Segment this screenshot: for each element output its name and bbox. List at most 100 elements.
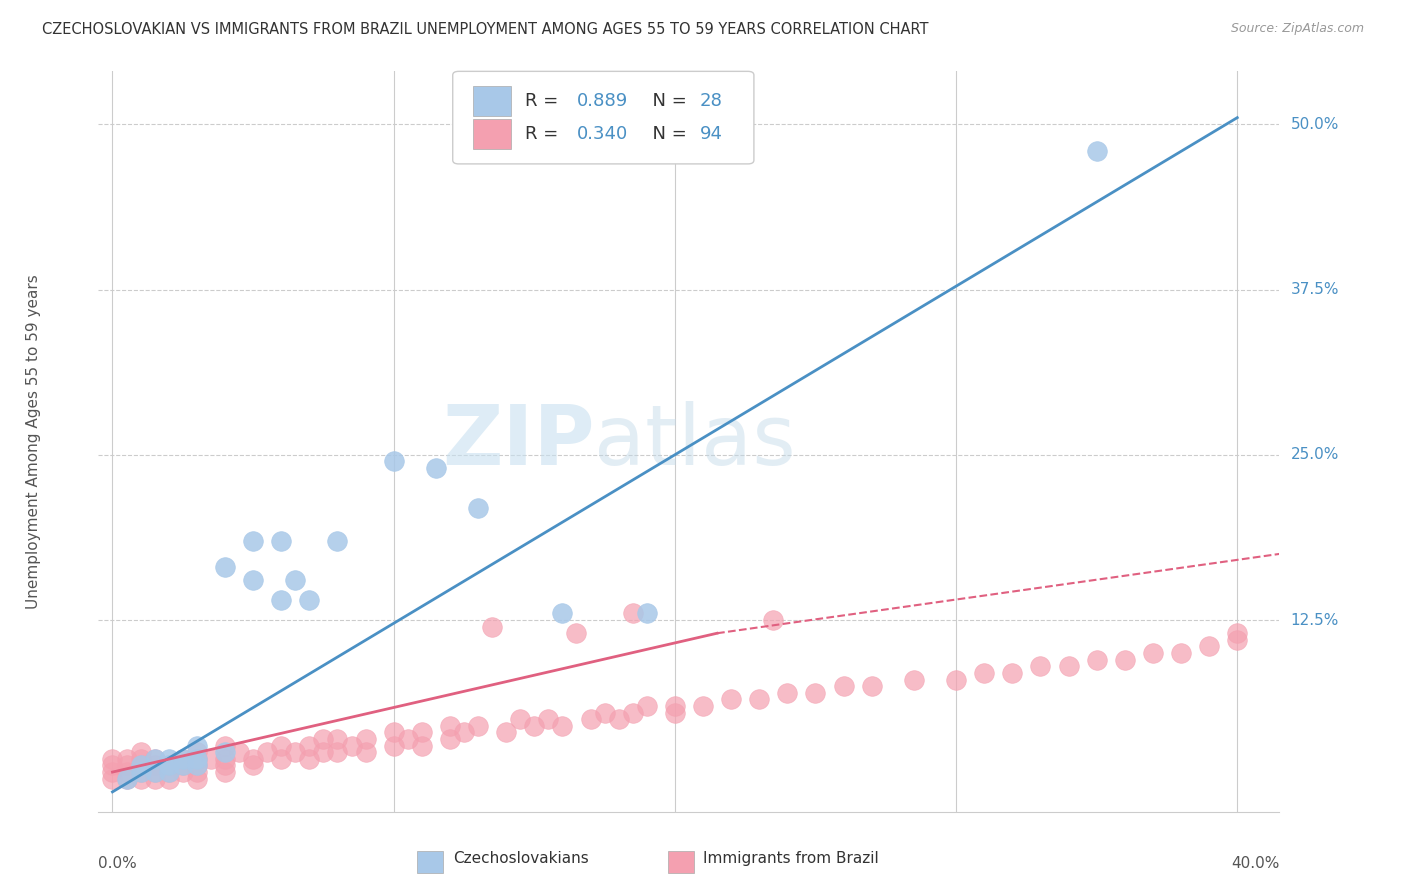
Point — [172, 765, 194, 780]
Text: Immigrants from Brazil: Immigrants from Brazil — [703, 851, 879, 866]
FancyBboxPatch shape — [472, 120, 510, 149]
Point — [804, 686, 827, 700]
Point — [214, 560, 236, 574]
Point — [860, 679, 883, 693]
Point — [565, 626, 588, 640]
FancyBboxPatch shape — [418, 851, 443, 873]
Point — [284, 745, 307, 759]
Point — [242, 752, 264, 766]
Point — [115, 772, 138, 786]
Point — [692, 698, 714, 713]
Point — [115, 772, 138, 786]
Point — [354, 745, 377, 759]
Point — [354, 731, 377, 746]
Text: 25.0%: 25.0% — [1291, 447, 1339, 462]
Point — [312, 745, 335, 759]
Point — [270, 752, 292, 766]
Point — [1057, 659, 1080, 673]
Point — [523, 719, 546, 733]
Point — [382, 725, 405, 739]
Point — [101, 752, 124, 766]
Point — [664, 706, 686, 720]
Point — [326, 745, 349, 759]
Text: 0.889: 0.889 — [576, 92, 628, 110]
Point — [636, 607, 658, 621]
Point — [1142, 646, 1164, 660]
Point — [537, 712, 560, 726]
Point — [186, 739, 208, 753]
Point — [143, 765, 166, 780]
Point — [298, 593, 321, 607]
Point — [214, 765, 236, 780]
Point — [551, 607, 574, 621]
Point — [157, 752, 180, 766]
Text: Czechoslovakians: Czechoslovakians — [453, 851, 589, 866]
Point — [411, 725, 433, 739]
Point — [143, 772, 166, 786]
Text: 40.0%: 40.0% — [1232, 856, 1279, 871]
Point — [186, 758, 208, 772]
Point — [129, 752, 152, 766]
Point — [157, 758, 180, 772]
Point — [115, 752, 138, 766]
Point — [776, 686, 799, 700]
Point — [1170, 646, 1192, 660]
Point — [186, 772, 208, 786]
Point — [1226, 626, 1249, 640]
Point — [115, 765, 138, 780]
Point — [1085, 653, 1108, 667]
Text: atlas: atlas — [595, 401, 796, 482]
Point — [101, 772, 124, 786]
Point — [129, 758, 152, 772]
Point — [903, 673, 925, 687]
Text: N =: N = — [641, 125, 692, 144]
Text: CZECHOSLOVAKIAN VS IMMIGRANTS FROM BRAZIL UNEMPLOYMENT AMONG AGES 55 TO 59 YEARS: CZECHOSLOVAKIAN VS IMMIGRANTS FROM BRAZI… — [42, 22, 929, 37]
Point — [453, 725, 475, 739]
Text: 37.5%: 37.5% — [1291, 282, 1339, 297]
Point — [551, 719, 574, 733]
Point — [270, 739, 292, 753]
Point — [607, 712, 630, 726]
Point — [425, 461, 447, 475]
Point — [1029, 659, 1052, 673]
Point — [284, 574, 307, 588]
Text: 0.340: 0.340 — [576, 125, 628, 144]
Text: 94: 94 — [700, 125, 723, 144]
Point — [467, 719, 489, 733]
Text: ZIP: ZIP — [441, 401, 595, 482]
Point — [439, 731, 461, 746]
Point — [214, 752, 236, 766]
Point — [101, 765, 124, 780]
Point — [242, 574, 264, 588]
Point — [1226, 632, 1249, 647]
FancyBboxPatch shape — [453, 71, 754, 164]
Point — [1001, 665, 1024, 680]
Point — [214, 745, 236, 759]
Text: N =: N = — [641, 92, 692, 110]
Point — [242, 533, 264, 548]
Point — [143, 765, 166, 780]
Point — [411, 739, 433, 753]
Text: Unemployment Among Ages 55 to 59 years: Unemployment Among Ages 55 to 59 years — [25, 274, 41, 609]
Point — [467, 500, 489, 515]
Point — [298, 752, 321, 766]
Point — [720, 692, 742, 706]
Point — [129, 765, 152, 780]
Point — [214, 758, 236, 772]
Point — [186, 752, 208, 766]
Point — [579, 712, 602, 726]
Point — [945, 673, 967, 687]
Point — [157, 758, 180, 772]
FancyBboxPatch shape — [472, 87, 510, 116]
Point — [326, 731, 349, 746]
Point — [270, 533, 292, 548]
Point — [382, 454, 405, 468]
Point — [762, 613, 785, 627]
Point — [973, 665, 995, 680]
Point — [115, 758, 138, 772]
Text: 0.0%: 0.0% — [98, 856, 138, 871]
Text: R =: R = — [524, 125, 564, 144]
Point — [748, 692, 770, 706]
Point — [129, 772, 152, 786]
Point — [439, 719, 461, 733]
